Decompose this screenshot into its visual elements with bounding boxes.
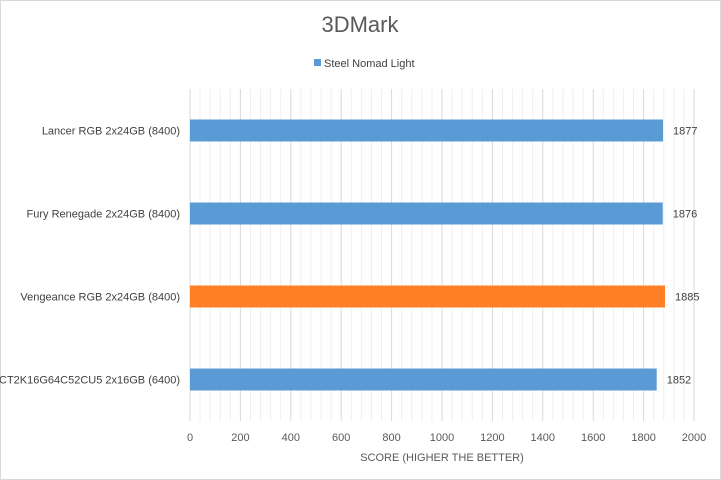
category-label: Vengeance RGB 2x24GB (8400) [20, 292, 180, 304]
data-label: 1885 [675, 292, 699, 304]
data-label: 1852 [667, 375, 691, 387]
x-tick-label: 1800 [631, 432, 655, 444]
x-axis-label: SCORE (HIGHER THE BETTER) [360, 452, 524, 464]
legend-swatch [314, 59, 321, 66]
data-label: 1876 [673, 209, 697, 221]
x-tick-label: 800 [382, 432, 400, 444]
gridlines [189, 89, 695, 421]
chart-title: 3DMark [321, 12, 399, 37]
x-tick-label: 1600 [581, 432, 605, 444]
bar [190, 368, 657, 391]
data-label: 1877 [673, 126, 697, 138]
x-tick-label: 400 [282, 432, 300, 444]
x-tick-label: 1200 [480, 432, 504, 444]
x-tick-label: 1000 [430, 432, 454, 444]
x-axis-ticks: 0 200 400 600 800 1000 1200 1400 1600 1800 2000 [187, 432, 706, 444]
bars: Lancer RGB 2x24GB (8400) 1877 Fury Renegad… [0, 119, 700, 391]
bar [190, 202, 663, 225]
x-tick-label: 1400 [531, 432, 555, 444]
legend-label: Steel Nomad Light [324, 58, 415, 70]
x-tick-label: 200 [231, 432, 249, 444]
category-label: Fury Renegade 2x24GB (8400) [27, 209, 180, 221]
legend: Steel Nomad Light [314, 58, 415, 70]
bar [190, 119, 664, 142]
x-tick-label: 2000 [682, 432, 706, 444]
x-tick-label: 0 [187, 432, 193, 444]
category-label: CT2K16G64C52CU5 2x16GB (6400) [0, 375, 180, 387]
x-tick-label: 600 [332, 432, 350, 444]
bar [190, 285, 666, 308]
category-label: Lancer RGB 2x24GB (8400) [42, 126, 180, 138]
